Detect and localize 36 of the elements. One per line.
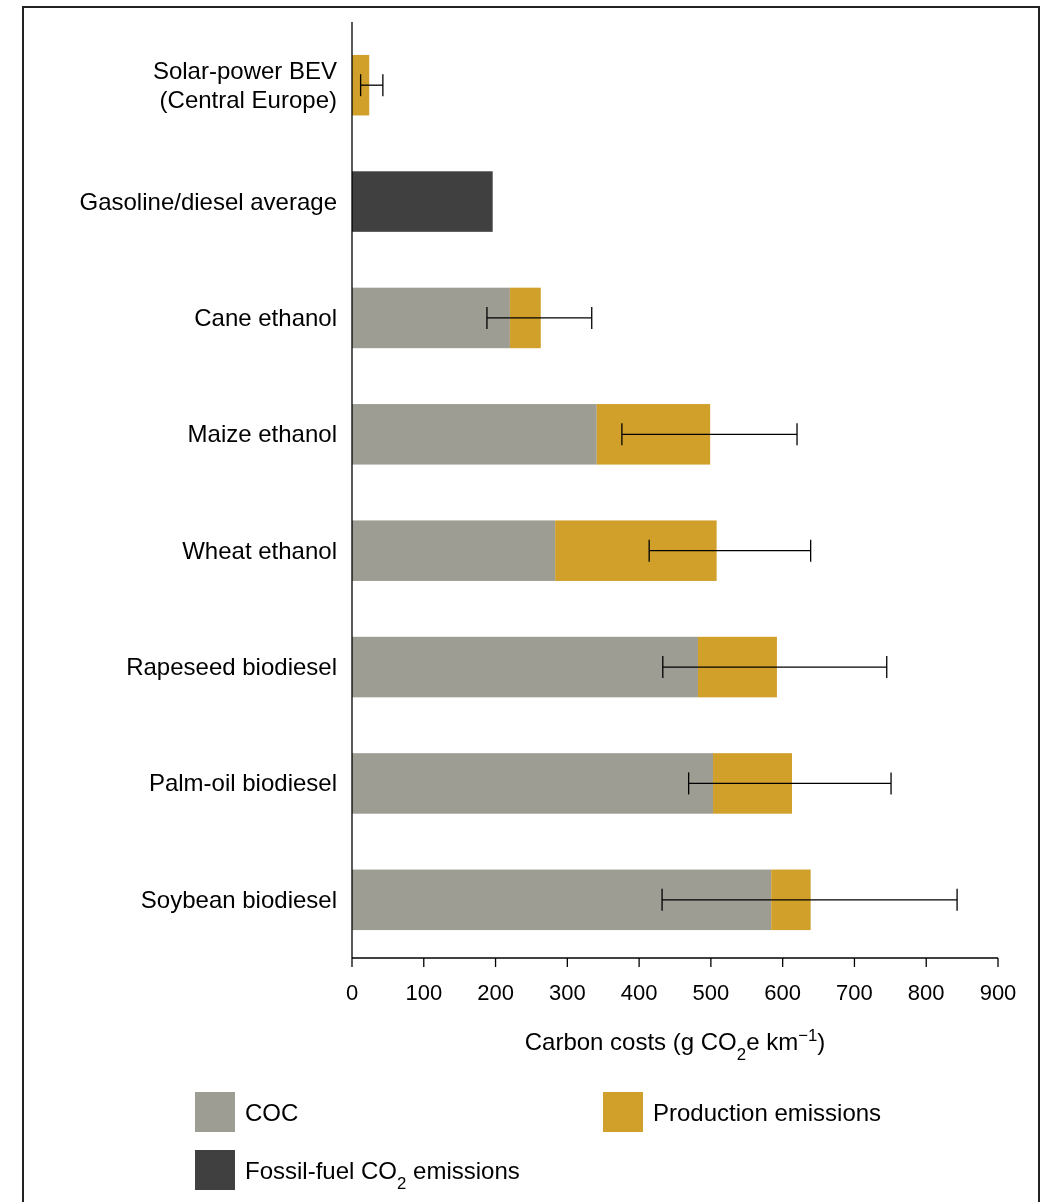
x-tick-label: 800 xyxy=(907,980,945,1005)
bar xyxy=(713,753,792,814)
bar xyxy=(352,753,714,814)
bar xyxy=(509,287,541,349)
y-tick-label: Palm-oil biodiesel xyxy=(148,769,337,797)
bar xyxy=(352,520,556,581)
legend-label: Fossil-fuel CO$_{2}$ emissions xyxy=(245,1157,520,1193)
y-tick-label: Cane ethanol xyxy=(194,303,337,331)
legend-label: Production emissions xyxy=(653,1099,882,1126)
bar xyxy=(352,869,772,931)
x-tick-label: 600 xyxy=(764,980,802,1005)
x-tick-label: 400 xyxy=(620,980,658,1005)
x-tick-label: 0 xyxy=(345,980,359,1005)
bar xyxy=(352,404,597,465)
bar xyxy=(352,287,510,349)
y-tick-label: Maize ethanol xyxy=(187,420,337,448)
bar xyxy=(771,869,811,931)
x-tick-label: 100 xyxy=(405,980,443,1005)
y-tick-label: Gasoline/diesel average xyxy=(79,187,337,215)
y-tick-label: Wheat ethanol xyxy=(182,536,337,564)
bar xyxy=(352,54,370,116)
bar xyxy=(352,171,493,232)
x-tick-label: 900 xyxy=(979,980,1017,1005)
bar xyxy=(555,520,717,581)
y-tick-label: Rapeseed biodiesel xyxy=(126,653,337,681)
x-axis-title: Carbon costs (g CO$_{2}$e km$^{−1}$) xyxy=(524,1025,826,1064)
x-tick-label: 200 xyxy=(477,980,514,1005)
bar xyxy=(352,636,698,698)
y-tick-label: Soybean biodiesel xyxy=(140,885,337,913)
x-tick-label: 300 xyxy=(548,980,586,1005)
x-tick-label: 500 xyxy=(692,980,730,1005)
y-tick-label: Solar-power BEV (Central Europe) xyxy=(152,57,337,114)
bar xyxy=(697,636,777,698)
bar xyxy=(596,404,711,465)
legend-label: COC xyxy=(245,1099,299,1126)
x-tick-label: 700 xyxy=(836,980,873,1005)
